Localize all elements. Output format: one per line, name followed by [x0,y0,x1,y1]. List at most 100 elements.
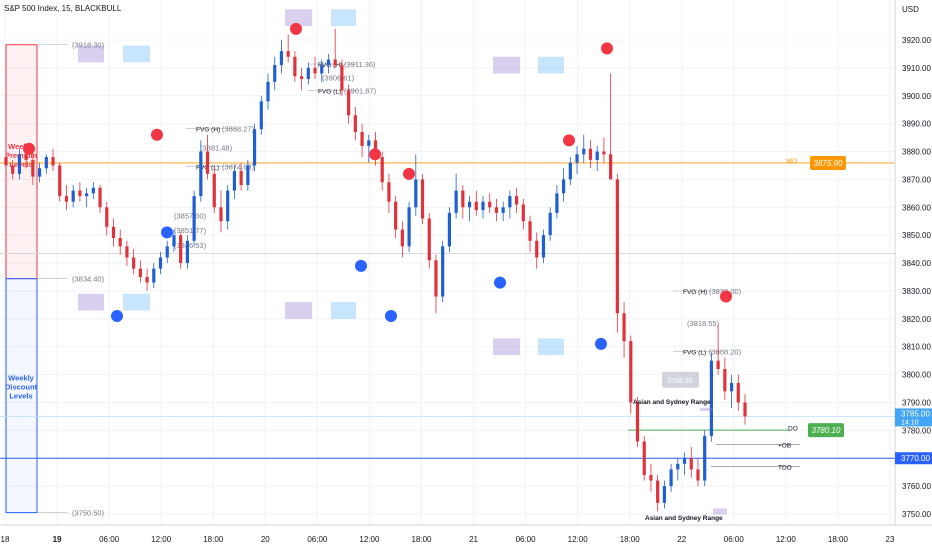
time-tick-label: 06:00 [99,535,120,544]
swing-high-marker [403,167,415,180]
candle-body [326,59,331,66]
candle-body [555,193,559,213]
price-axis-unit: USD [902,5,919,14]
current-price-tag [895,408,932,427]
price-tick-label: 3810.00 [902,343,931,352]
candle-body [266,81,270,102]
candle-body [635,402,640,442]
candle-body [689,458,693,470]
zone-price-label: (3834.40) [72,275,105,284]
swing-low-marker [494,276,506,289]
candle-body [313,67,317,74]
candle-body [111,226,116,238]
candle-body [743,402,747,417]
candle-body [400,229,404,247]
annotation-do: DO [788,426,798,433]
candle-body [696,469,700,481]
price-tick-label: 3840.00 [902,259,931,268]
time-tick-label: 18:00 [828,535,849,544]
measure-label: 3766.80 [667,378,692,385]
candle-body [306,67,310,80]
candle-body [407,207,411,247]
fvg-label: FVG (L) [683,350,706,357]
candle-body [709,360,714,436]
candle-body [514,196,519,205]
price-axis[interactable]: 3920.00 3910.00 3900.00 3890.00 3880.00 3870.… [894,0,931,525]
candle-body [71,190,75,202]
candles [4,28,747,512]
fvg-value: (3901.87) [344,87,377,96]
candle-body [17,154,22,174]
price-tag-axis [895,452,932,465]
candle-body [508,196,512,208]
swing-high-marker [23,142,35,155]
fvg-value: (3846.53) [174,241,207,250]
candle-body [118,237,122,247]
candle-body [158,257,163,269]
candle-body [226,190,230,222]
session-box [285,9,312,27]
candle-body [562,179,566,194]
fvg-label: FVG (H) [683,289,707,296]
swing-low-marker [355,259,367,272]
candle-body [481,201,485,211]
time-tick-label: 18:00 [203,535,224,544]
swing-high-marker [290,22,302,35]
zone-price-label: (3918.30) [72,41,105,50]
fvg-value: (3808.20) [709,348,742,357]
candle-body [494,207,499,213]
asian-range-box [700,408,713,412]
time-tick-label: 12:00 [776,535,797,544]
annotation-wo: WO [786,158,797,165]
candle-body [568,162,572,180]
swing-low-marker [111,310,123,323]
candle-body [44,157,48,169]
swing-low-marker [595,337,607,350]
price-tick-label: 3760.00 [902,482,931,491]
candle-body [441,246,445,297]
candle-body [205,151,210,174]
candle-body [676,463,680,470]
time-axis[interactable]: 18 19 06:00 12:00 18:00 20 06:00 12:00 18:00 21 06… [0,524,932,544]
session-box [78,293,104,311]
candle-body [239,171,243,185]
fvg-value: (3851.77) [174,226,207,235]
candle-body [387,182,391,202]
candle-body [575,154,579,163]
candle-body [474,201,478,211]
time-tick-label: 21 [469,535,478,544]
zone-price-label: (3750.50) [72,509,105,518]
swing-markers [23,22,732,350]
candle-body [24,154,28,160]
candle-body [723,369,727,392]
session-box [78,45,104,63]
fvg-layer: FVG (H) (3888.27)(3881.48)FVG (L) (3874.69… [174,60,742,357]
candle-body [360,132,364,146]
swing-high-marker [601,42,613,55]
zone-layer: WeeklyPremiumLevelsWeeklyDiscountLevels(… [5,9,564,518]
candle-body [51,157,55,166]
candle-body [259,101,263,130]
swing-high-marker [720,290,732,303]
time-tick-label: 06:00 [724,535,745,544]
fvg-value: (3857.00) [174,212,207,221]
candle-body [582,148,586,155]
candle-body [662,486,666,503]
annotations: WO DO +OB TDO 3766.80 Asian and Sydney Range A… [633,158,800,522]
candle-body [4,157,8,166]
annotation-tdo: TDO [778,465,792,472]
session-box [285,302,312,319]
candle-body [172,235,176,247]
candle-body [246,165,250,185]
price-tick-label: 3880.00 [902,148,931,157]
session-box [493,56,520,74]
session-box [123,45,150,63]
price-tag-axis-label: 3770.00 [901,454,930,463]
countdown-label: 14:10 [901,419,919,426]
asian-range-box [713,508,727,515]
current-price-label: 3785.00 [901,409,930,418]
candle-body [98,187,102,208]
price-tag-chip [808,423,844,438]
fvg-label: FVG (H) [196,126,220,133]
